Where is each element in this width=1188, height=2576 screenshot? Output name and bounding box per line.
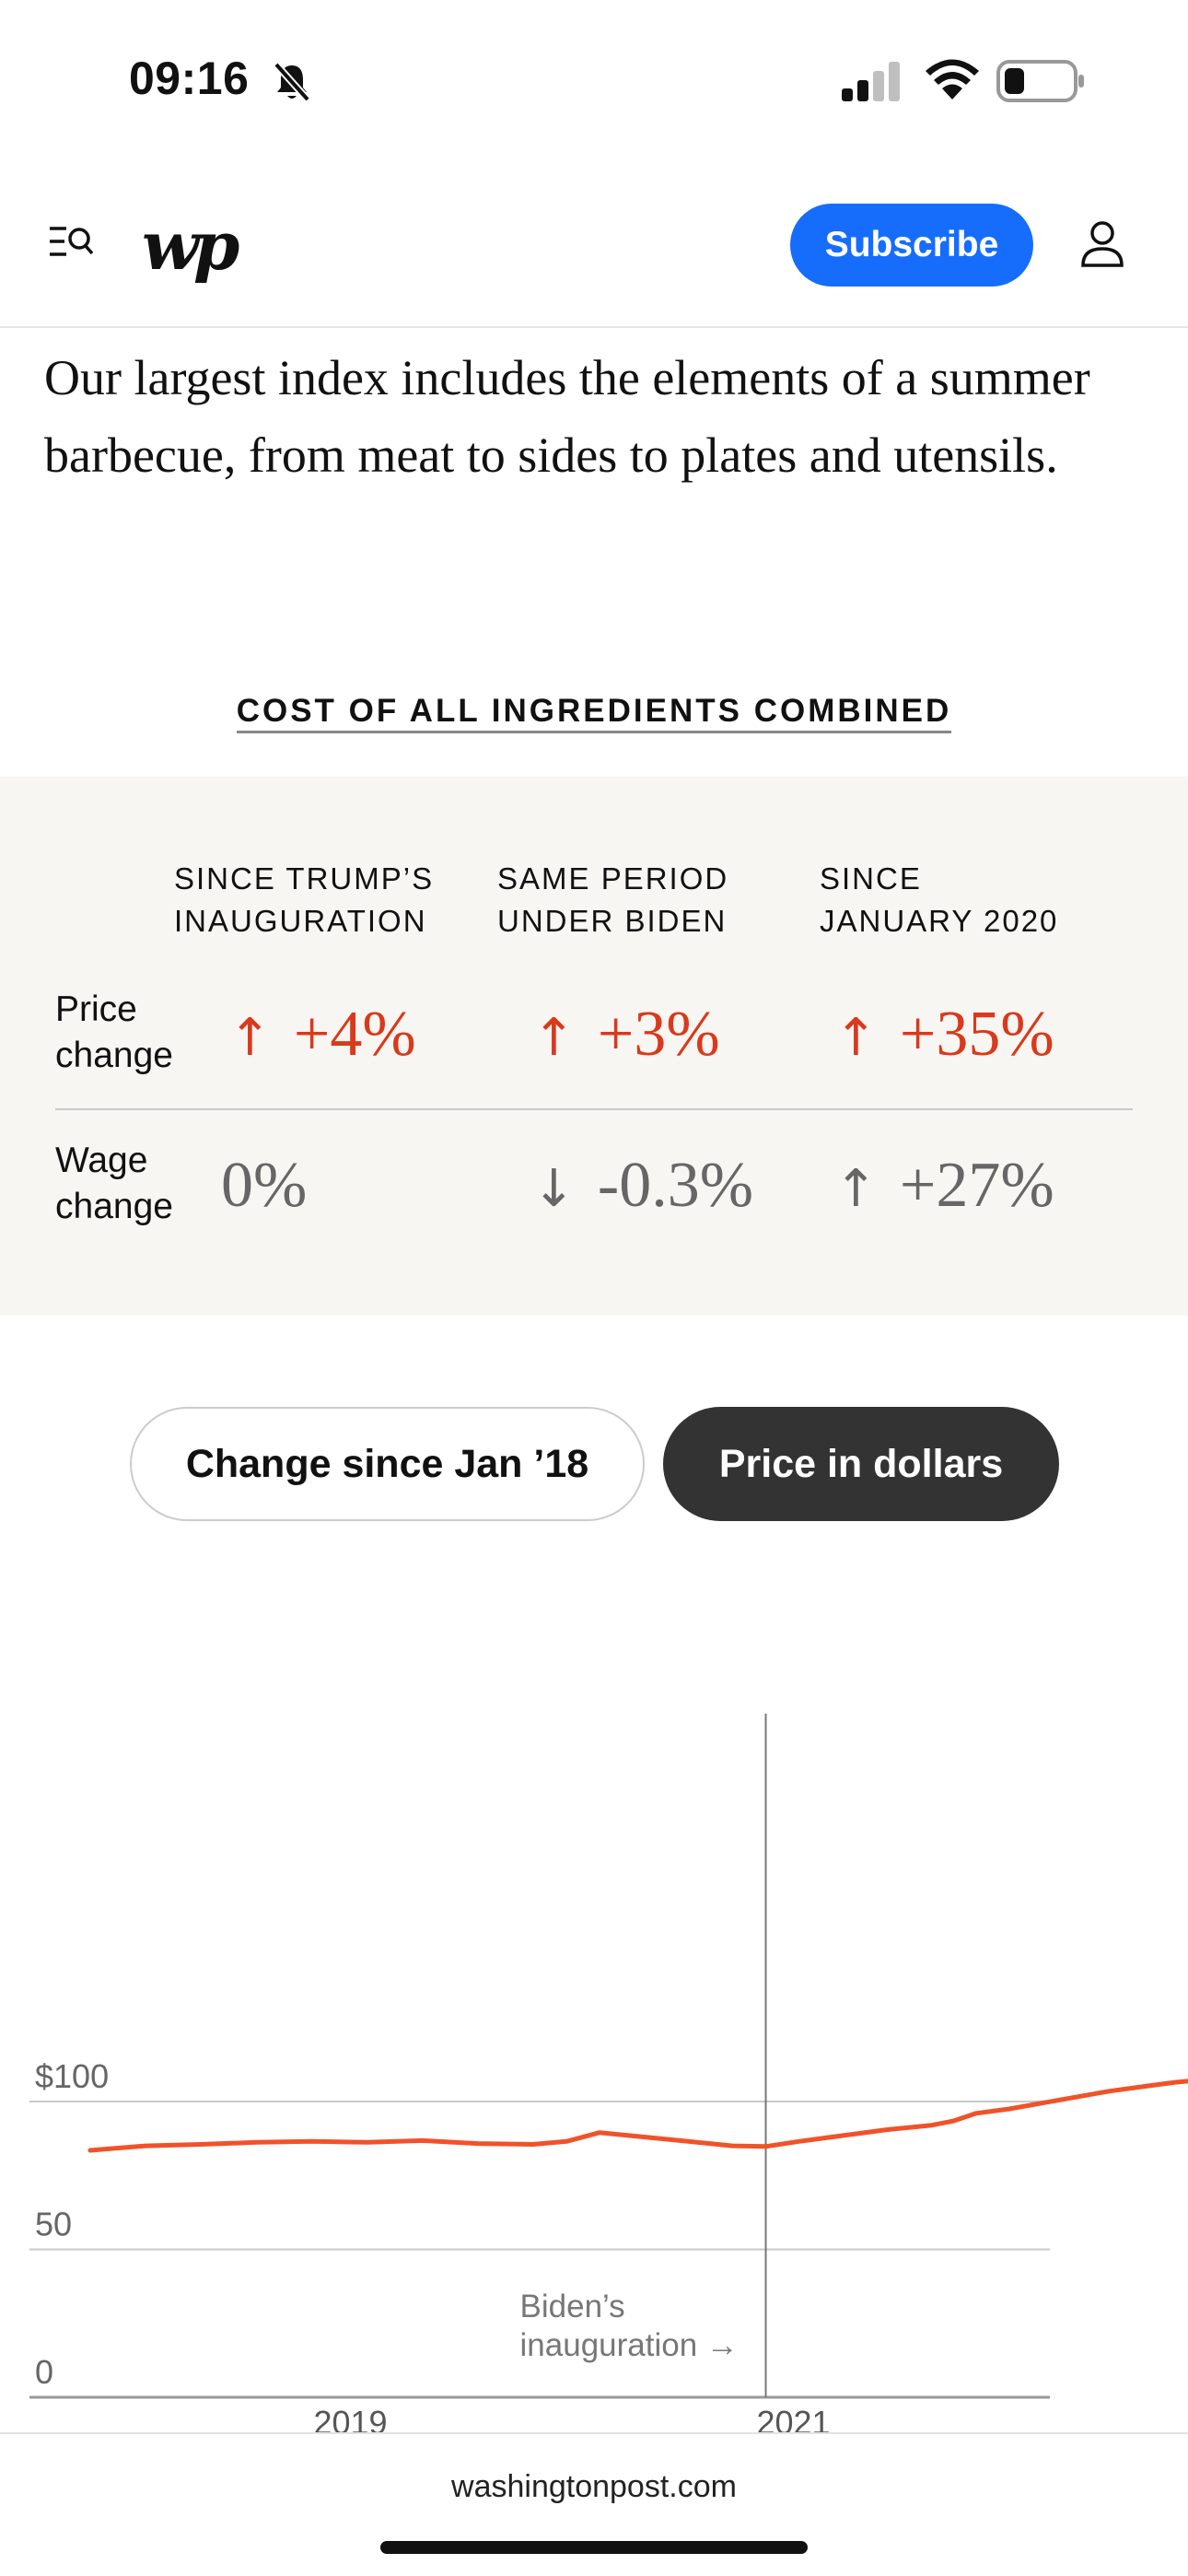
stat-number: +35% [899, 999, 1054, 1070]
bell-muted-icon [274, 62, 310, 102]
column-header-line: SINCE [820, 861, 922, 896]
battery-icon [996, 60, 1084, 102]
section-title: COST OF ALL INGREDIENTS COMBINED [0, 693, 1188, 733]
washington-post-logo[interactable]: wp [142, 206, 239, 285]
stats-table: SINCE TRUMP’S INAUGURATION SAME PERIOD U… [0, 777, 1188, 1316]
price-series-line [87, 2078, 1188, 2153]
annotation-label: Biden’s [520, 2289, 625, 2324]
x-tick-label: 2019 [313, 2404, 387, 2432]
y-tick-label: 0 [35, 2353, 53, 2391]
home-indicator[interactable] [380, 2541, 808, 2554]
y-tick-label: 50 [35, 2206, 72, 2243]
column-header-line: JANUARY 2020 [820, 904, 1059, 938]
wifi-icon [926, 59, 979, 100]
toggle-change-since-jan18[interactable]: Change since Jan ’18 [130, 1407, 645, 1521]
column-header-line: SAME PERIOD [497, 861, 729, 896]
subscribe-button[interactable]: Subscribe [790, 204, 1033, 287]
stat-number: 0% [221, 1150, 308, 1221]
row-label-wage: Wage change [55, 1138, 173, 1230]
row-label-line: change [55, 1036, 173, 1075]
row-label-line: change [55, 1187, 173, 1226]
x-tick-label: 2021 [756, 2404, 830, 2432]
column-header-line: UNDER BIDEN [497, 904, 728, 938]
wage-change-biden: ↓ -0.3% [532, 1149, 753, 1223]
up-arrow-icon: ↑ [228, 1008, 272, 1068]
column-header-line: INAUGURATION [174, 904, 427, 938]
up-arrow-icon: ↑ [834, 1159, 878, 1219]
signal-icon [842, 62, 900, 101]
up-arrow-icon: ↑ [532, 1008, 576, 1068]
price-change-2020: ↑ +35% [834, 998, 1054, 1071]
site-header: wp Subscribe [0, 157, 1188, 328]
stat-number: -0.3% [597, 1150, 754, 1221]
price-line-chart: $1005002019202120232025Biden’sinaugurati… [29, 1714, 1188, 2432]
browser-bottom-bar: washingtonpost.com [0, 2432, 1188, 2576]
status-time: 09:16 [129, 53, 250, 104]
column-header-trump: SINCE TRUMP’S INAUGURATION [174, 858, 434, 943]
status-bar: 09:16 [0, 0, 1188, 157]
toggle-price-in-dollars[interactable]: Price in dollars [663, 1407, 1059, 1521]
row-label-price: Price change [55, 987, 173, 1079]
price-change-trump: ↑ +4% [228, 998, 416, 1071]
stat-number: +27% [899, 1150, 1054, 1221]
row-divider [55, 1108, 1133, 1110]
menu-search-icon[interactable] [48, 223, 94, 262]
wage-change-2020: ↑ +27% [834, 1149, 1054, 1223]
account-icon[interactable] [1079, 219, 1125, 269]
annotation-label: inauguration → [520, 2327, 739, 2363]
wage-change-trump: 0% [221, 1149, 307, 1223]
down-arrow-icon: ↓ [532, 1159, 576, 1219]
column-header-2020: SINCE JANUARY 2020 [820, 858, 1058, 943]
row-label-line: Price [55, 989, 137, 1029]
url-label[interactable]: washingtonpost.com [451, 2469, 737, 2504]
y-tick-label: $100 [35, 2057, 109, 2095]
stat-number: +4% [293, 999, 416, 1070]
column-header-line: SINCE TRUMP’S [174, 861, 435, 896]
row-label-line: Wage [55, 1141, 148, 1180]
column-header-biden: SAME PERIOD UNDER BIDEN [497, 858, 728, 943]
stat-number: +3% [597, 999, 720, 1070]
intro-paragraph: Our largest index includes the elements … [44, 350, 1090, 483]
section-title-text: COST OF ALL INGREDIENTS COMBINED [236, 693, 952, 733]
price-change-biden: ↑ +3% [532, 998, 720, 1071]
up-arrow-icon: ↑ [834, 1008, 878, 1068]
